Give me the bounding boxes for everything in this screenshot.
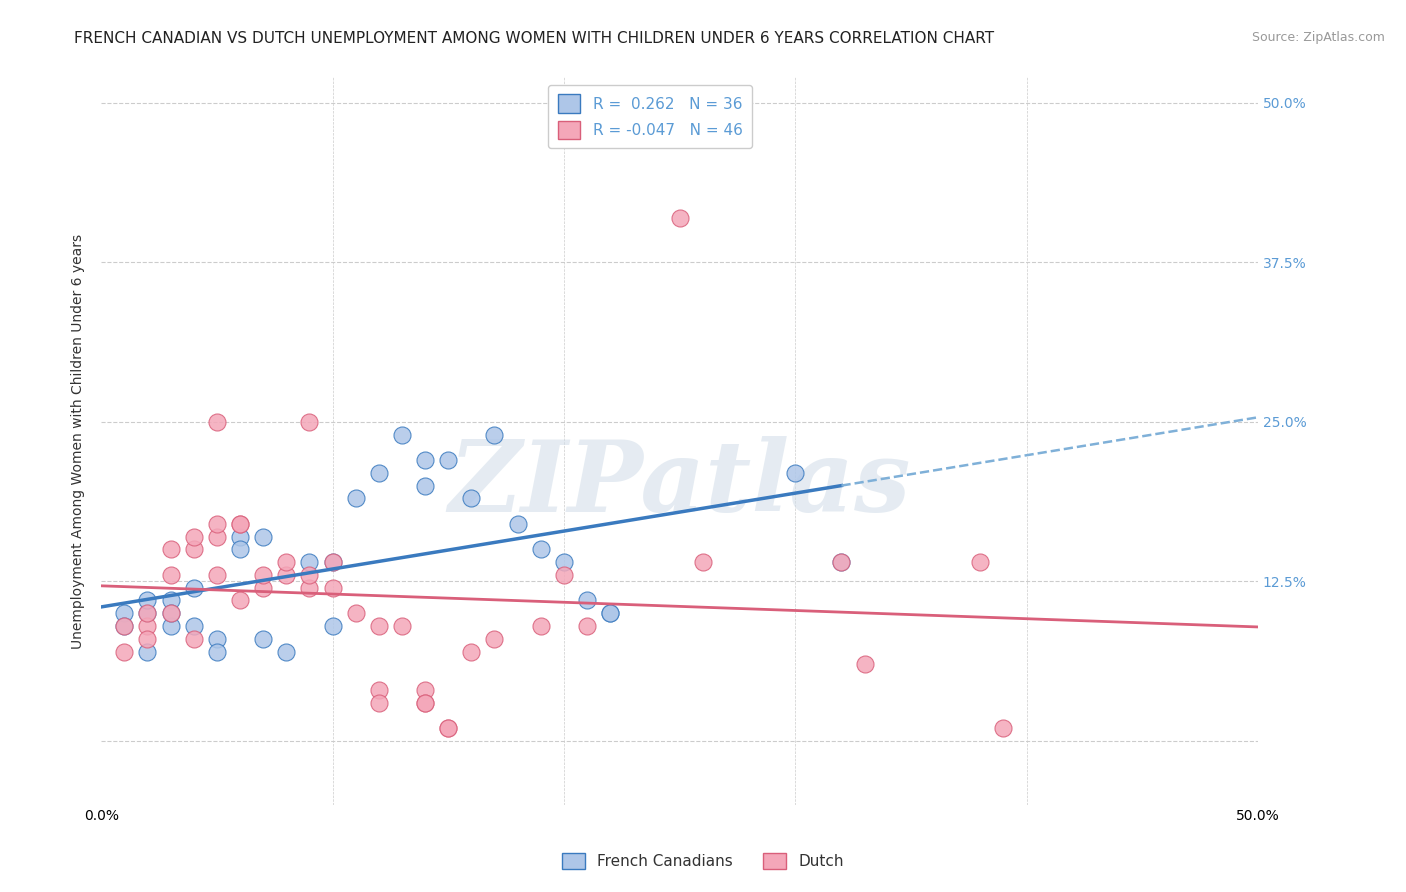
Point <box>205 644 228 658</box>
Point <box>159 593 181 607</box>
Point <box>159 607 181 621</box>
Point <box>229 516 252 531</box>
Point <box>484 427 506 442</box>
Point <box>322 581 344 595</box>
Point <box>205 530 228 544</box>
Point <box>298 415 321 429</box>
Point <box>322 619 344 633</box>
Point <box>252 581 274 595</box>
Point <box>413 682 436 697</box>
Point <box>159 568 181 582</box>
Point <box>112 644 135 658</box>
Point <box>252 530 274 544</box>
Point <box>159 619 181 633</box>
Point <box>252 632 274 646</box>
Point <box>391 619 413 633</box>
Point <box>183 581 205 595</box>
Point <box>136 619 159 633</box>
Point <box>367 696 389 710</box>
Point <box>276 568 298 582</box>
Point <box>344 607 367 621</box>
Point <box>205 568 228 582</box>
Point <box>183 619 205 633</box>
Point <box>530 542 553 557</box>
Point <box>112 619 135 633</box>
Point <box>437 721 460 735</box>
Y-axis label: Unemployment Among Women with Children Under 6 years: Unemployment Among Women with Children U… <box>72 234 86 648</box>
Point <box>136 607 159 621</box>
Point <box>692 555 714 569</box>
Point <box>853 657 876 672</box>
Point <box>298 555 321 569</box>
Point <box>460 644 482 658</box>
Point <box>576 619 599 633</box>
Point <box>229 542 252 557</box>
Text: FRENCH CANADIAN VS DUTCH UNEMPLOYMENT AMONG WOMEN WITH CHILDREN UNDER 6 YEARS CO: FRENCH CANADIAN VS DUTCH UNEMPLOYMENT AM… <box>75 31 994 46</box>
Point <box>599 607 621 621</box>
Point <box>183 542 205 557</box>
Point <box>993 721 1015 735</box>
Point <box>367 682 389 697</box>
Point <box>391 427 413 442</box>
Point <box>413 478 436 492</box>
Point <box>367 466 389 480</box>
Point <box>969 555 991 569</box>
Point <box>413 453 436 467</box>
Point <box>437 453 460 467</box>
Point <box>159 607 181 621</box>
Point <box>136 607 159 621</box>
Point <box>205 415 228 429</box>
Point <box>530 619 553 633</box>
Point <box>506 516 529 531</box>
Point <box>183 530 205 544</box>
Point <box>785 466 807 480</box>
Point <box>484 632 506 646</box>
Point <box>136 632 159 646</box>
Point <box>183 632 205 646</box>
Point <box>112 607 135 621</box>
Point <box>344 491 367 506</box>
Text: Source: ZipAtlas.com: Source: ZipAtlas.com <box>1251 31 1385 45</box>
Point <box>367 619 389 633</box>
Point <box>112 619 135 633</box>
Point <box>599 607 621 621</box>
Legend: R =  0.262   N = 36, R = -0.047   N = 46: R = 0.262 N = 36, R = -0.047 N = 46 <box>548 85 752 148</box>
Point <box>553 568 575 582</box>
Point <box>136 644 159 658</box>
Point <box>831 555 853 569</box>
Point <box>159 542 181 557</box>
Point <box>229 593 252 607</box>
Point <box>205 516 228 531</box>
Legend: French Canadians, Dutch: French Canadians, Dutch <box>555 847 851 875</box>
Point <box>276 555 298 569</box>
Text: ZIPatlas: ZIPatlas <box>449 436 911 533</box>
Point <box>322 555 344 569</box>
Point <box>298 568 321 582</box>
Point <box>460 491 482 506</box>
Point <box>229 530 252 544</box>
Point <box>322 555 344 569</box>
Point <box>668 211 690 225</box>
Point <box>413 696 436 710</box>
Point <box>276 644 298 658</box>
Point <box>205 632 228 646</box>
Point <box>252 568 274 582</box>
Point <box>229 516 252 531</box>
Point <box>553 555 575 569</box>
Point <box>413 696 436 710</box>
Point <box>576 593 599 607</box>
Point <box>437 721 460 735</box>
Point <box>298 581 321 595</box>
Point <box>831 555 853 569</box>
Point <box>136 593 159 607</box>
